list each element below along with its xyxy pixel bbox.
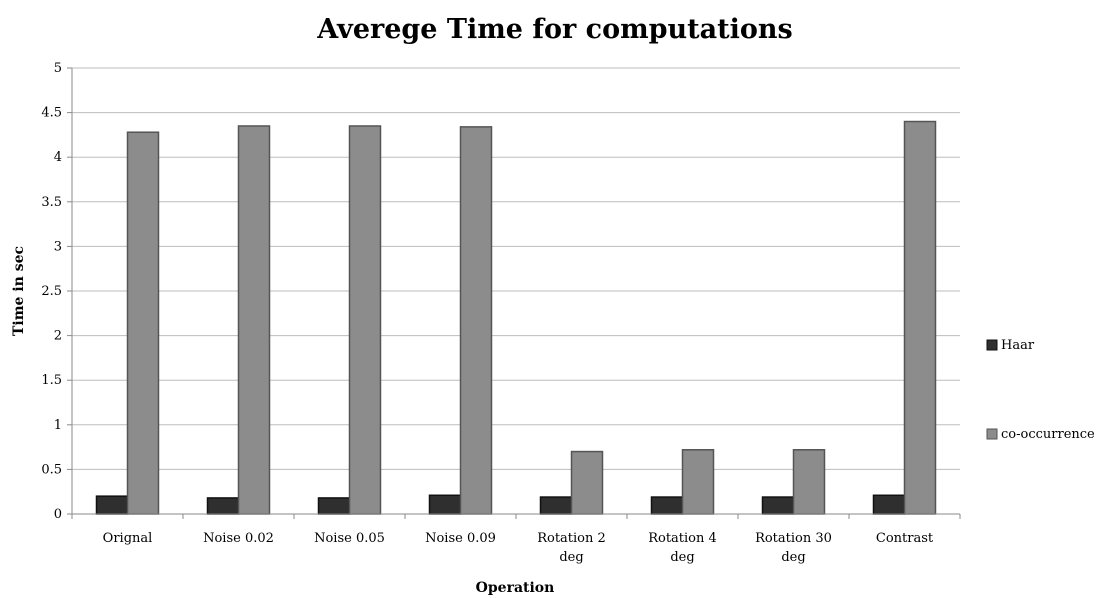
y-tick-label: 1 (54, 418, 62, 433)
y-tick-label: 4.5 (41, 106, 62, 121)
y-tick-label: 2 (54, 329, 62, 344)
bar-co-occurrence (681, 449, 715, 515)
legend-label: co-occurrence (1001, 427, 1095, 442)
bar-haar (872, 494, 906, 515)
y-tick-label: 1.5 (41, 373, 62, 388)
x-axis-title: Operation (476, 580, 555, 596)
bar-co-occurrence (903, 120, 937, 515)
x-tick-label: Contrast (876, 531, 934, 546)
bar-co-occurrence (459, 126, 493, 515)
bar-co-occurrence (570, 450, 604, 515)
legend-label: Haar (1001, 338, 1035, 353)
legend-swatch (986, 428, 998, 440)
bars (95, 120, 937, 515)
gridlines (72, 67, 960, 470)
x-tick-label: Noise 0.02 (203, 531, 274, 546)
chart-title: Averege Time for computations (316, 14, 792, 45)
x-tick-label: Rotation 2 deg (537, 531, 606, 565)
x-tick-label: Noise 0.05 (314, 531, 385, 546)
x-tick-label: Rotation 30 deg (755, 531, 832, 565)
bar-haar (539, 496, 573, 515)
bar-haar (428, 494, 462, 515)
bar-co-occurrence (237, 125, 271, 515)
y-tick-label: 3.5 (41, 195, 62, 210)
bar-haar (761, 496, 795, 515)
y-tick-label: 5 (54, 61, 62, 76)
y-tick-label: 3 (54, 239, 62, 254)
bar-co-occurrence (348, 125, 382, 515)
bar-haar (650, 496, 684, 515)
x-tick-label: Noise 0.09 (425, 531, 496, 546)
y-tick-label: 0.5 (41, 462, 62, 477)
legend-swatch (986, 339, 998, 351)
y-tick-label: 4 (54, 150, 62, 165)
bar-co-occurrence (126, 131, 160, 515)
y-axis-title: Time in sec (11, 246, 27, 336)
axes (71, 68, 961, 519)
legend: Haar co-occurrence (986, 338, 1095, 442)
bar-haar (95, 495, 129, 515)
x-axis-ticks: Orignal Noise 0.02 Noise 0.05 Noise 0.09 Rot… (103, 531, 934, 565)
bar-haar (317, 497, 351, 515)
x-tick-label: Rotation 4 deg (648, 531, 717, 565)
bar-haar (206, 497, 240, 515)
y-tick-label: 0 (54, 507, 62, 522)
bar-co-occurrence (792, 449, 826, 515)
y-axis-ticks: 0 0.5 1 1.5 2 2.5 3 3.5 4 4.5 5 (41, 61, 72, 522)
x-tick-label: Orignal (103, 531, 153, 546)
y-tick-label: 2.5 (41, 284, 62, 299)
